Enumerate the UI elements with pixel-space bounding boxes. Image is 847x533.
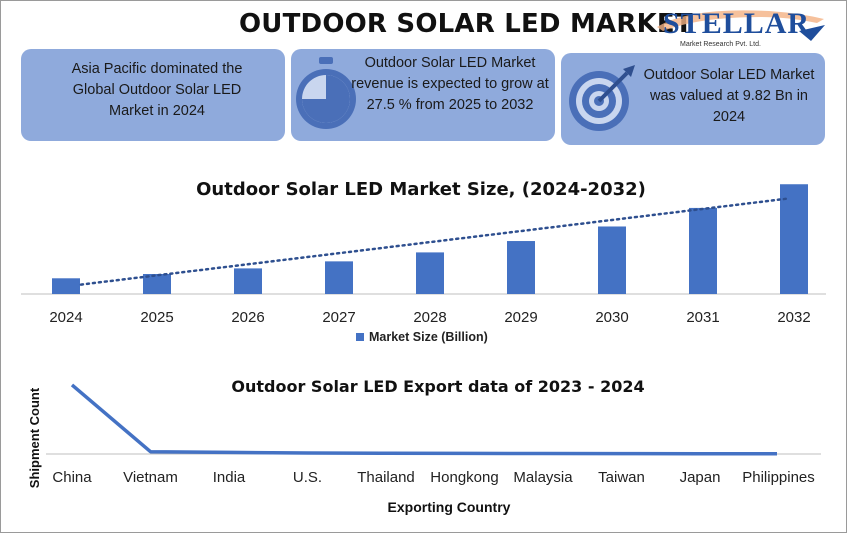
bar (234, 268, 262, 294)
card-text: Outdoor Solar LED Market was valued at 9… (643, 67, 815, 125)
bar (780, 184, 808, 294)
x-tick-label: Philippines (742, 469, 815, 486)
x-tick-label: 2031 (686, 309, 719, 326)
trendline (79, 197, 790, 286)
bar (416, 252, 444, 294)
info-card-region: Asia Pacific dominated the Global Outdoo… (21, 49, 285, 141)
y-axis-title: Shipment Count (27, 387, 42, 488)
x-tick-label: India (213, 469, 246, 486)
x-tick-label: 2025 (140, 309, 173, 326)
chart-title: Outdoor Solar LED Export data of 2023 - … (231, 377, 644, 396)
x-tick-label: 2029 (504, 309, 537, 326)
card-text: Asia Pacific dominated the Global Outdoo… (71, 61, 243, 119)
legend-swatch (356, 333, 364, 341)
legend-label: Market Size (Billion) (369, 330, 488, 344)
x-tick-label: Malaysia (513, 469, 573, 486)
line-chart: Outdoor Solar LED Export data of 2023 - … (27, 377, 821, 515)
logo-subtext: Market Research Pvt. Ltd. (680, 41, 761, 48)
bar-chart: Outdoor Solar LED Market Size, (2024-203… (21, 179, 826, 344)
x-tick-label: Thailand (357, 469, 415, 486)
x-tick-label: China (52, 469, 92, 486)
bar (507, 241, 535, 294)
x-tick-label: 2027 (322, 309, 355, 326)
x-tick-label: Taiwan (598, 469, 645, 486)
bar (143, 274, 171, 294)
x-axis-title: Exporting Country (388, 499, 511, 515)
bar (325, 261, 353, 294)
chart-title: Outdoor Solar LED Market Size, (2024-203… (196, 179, 646, 200)
x-tick-label: Vietnam (123, 469, 178, 486)
series-line (70, 383, 778, 456)
logo-swoosh (657, 10, 825, 41)
bar (689, 207, 717, 294)
x-tick-label: 2024 (49, 309, 82, 326)
x-tick-label: Japan (680, 469, 721, 486)
bar (52, 278, 80, 294)
bar (598, 226, 626, 294)
x-tick-label: 2030 (595, 309, 628, 326)
x-tick-label: 2028 (413, 309, 446, 326)
x-tick-label: Hongkong (430, 469, 498, 486)
info-card-growth: Outdoor Solar LED Market revenue is expe… (291, 49, 555, 141)
logo-text: STELLAR (663, 7, 811, 40)
page-title: OUTDOOR SOLAR LED MARKET (239, 9, 693, 39)
card-text: Outdoor Solar LED Market revenue is expe… (351, 55, 549, 113)
x-tick-label: 2026 (231, 309, 264, 326)
x-tick-label: 2032 (777, 309, 810, 326)
target-icon (569, 65, 635, 131)
x-tick-label: U.S. (293, 469, 322, 486)
stopwatch-icon (296, 57, 356, 129)
info-card-value: Outdoor Solar LED Market was valued at 9… (561, 53, 825, 145)
